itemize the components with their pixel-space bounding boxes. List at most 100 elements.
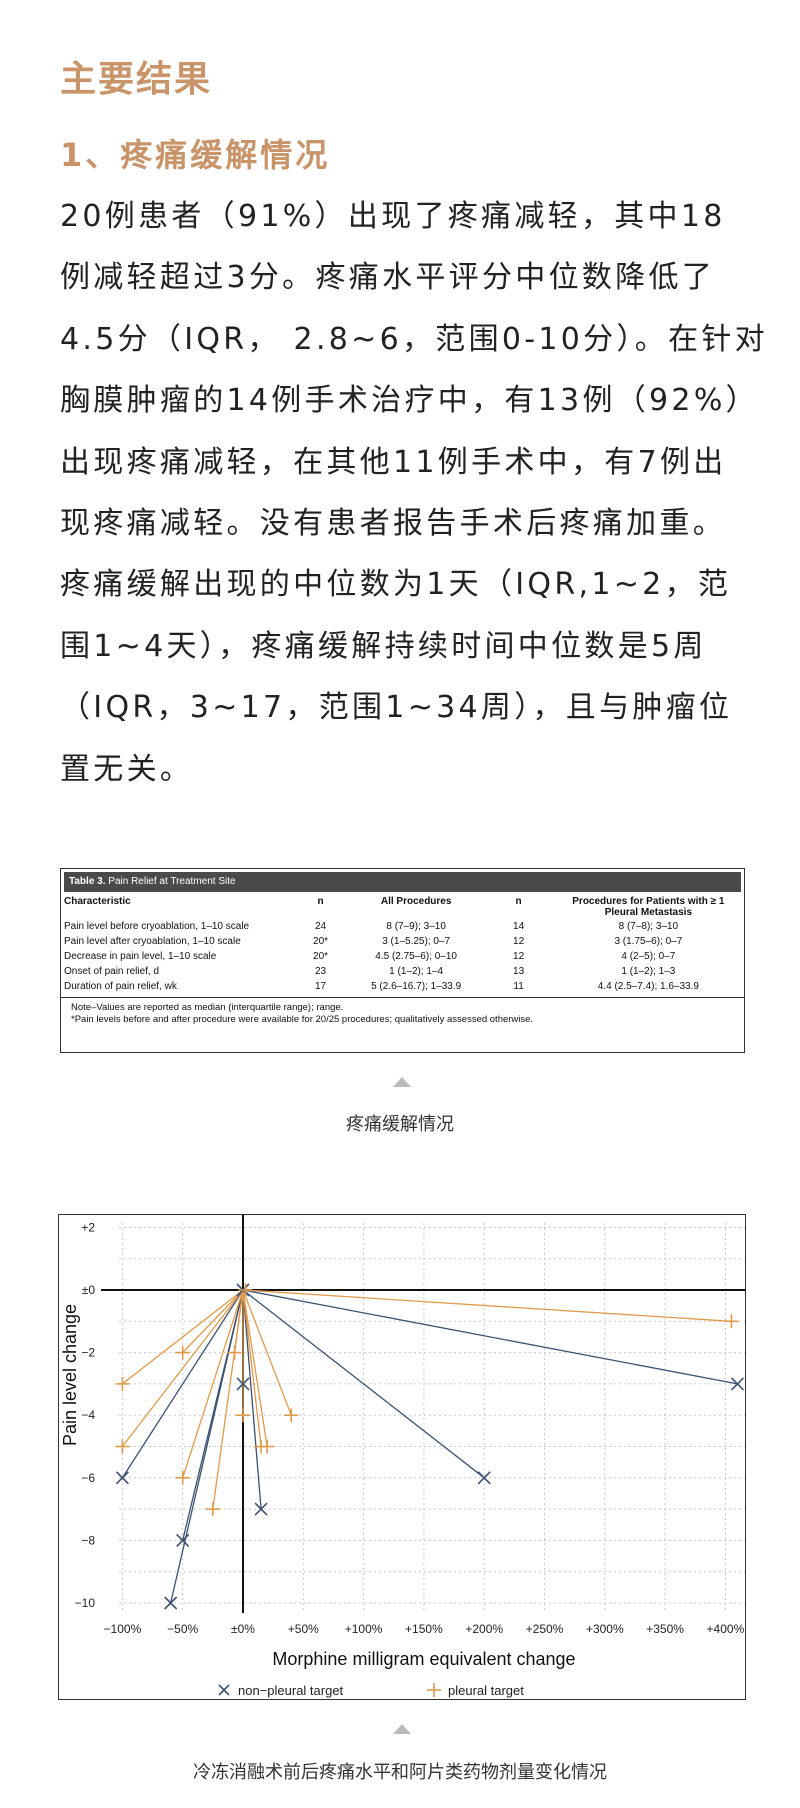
section-title: 主要结果 <box>60 58 213 100</box>
x-tick-label: +150% <box>405 1622 443 1636</box>
x-tick-label: +100% <box>345 1622 383 1636</box>
x-tick-label: +400% <box>707 1622 745 1636</box>
data-line <box>182 1289 244 1354</box>
x-tick-label: +350% <box>646 1622 684 1636</box>
paragraph-line: 现疼痛减轻。没有患者报告手术后疼痛加重。 <box>60 505 726 541</box>
table-cell: 17 <box>293 979 348 998</box>
legend-x-icon <box>218 1684 230 1696</box>
legend-label: non−pleural target <box>238 1683 344 1698</box>
table-notes: Note–Values are reported as median (inte… <box>61 998 744 1026</box>
column-header: n <box>317 896 324 907</box>
table-cell: 20* <box>313 936 329 947</box>
plus-marker <box>284 1408 299 1423</box>
data-line <box>242 1289 732 1322</box>
x-marker <box>164 1596 178 1610</box>
table-row: Onset of pain relief, d 23 1 (1–2); 1–4 13 1… <box>61 964 744 979</box>
table-cell: Duration of pain relief, wk <box>61 979 294 998</box>
table-cell: 8 (7–8); 3–10 <box>618 921 679 932</box>
y-tick-label: −6 <box>81 1471 95 1485</box>
data-line <box>242 1289 262 1510</box>
plus-marker <box>205 1502 220 1517</box>
chart-caption: 冷冻消融术前后疼痛水平和阿片类药物剂量变化情况 <box>193 1762 607 1783</box>
table-cell: 5 (2.6–16.7); 1–33.9 <box>347 979 485 998</box>
subsection-title: 1、疼痛缓解情况 <box>60 136 331 174</box>
x-marker <box>236 1377 250 1391</box>
table-cell: 20* <box>313 951 329 962</box>
y-tick-label: −8 <box>81 1533 95 1547</box>
paragraph-line: 4.5分（IQR， 2.8~6，范围0-10分）。在针对 <box>60 321 768 357</box>
table-title-text: Pain Relief at Treatment Site <box>108 876 236 887</box>
table-cell: 4 (2–5); 0–7 <box>621 951 676 962</box>
plus-marker <box>227 1345 242 1360</box>
table-cell: 3 (1.75–6); 0–7 <box>614 936 683 947</box>
paragraph-line: 置无关。 <box>60 751 194 787</box>
data-line <box>122 1289 244 1385</box>
table-cell: Pain level after cryoablation, 1–10 scal… <box>64 936 241 947</box>
x-axis-label: Morphine milligram equivalent change <box>272 1649 575 1669</box>
table-cell: 4.4 (2.5–7.4); 1.6–33.9 <box>552 979 744 998</box>
plus-marker <box>115 1439 130 1454</box>
paragraph-line: 疼痛缓解出现的中位数为1天（IQR,1~2，范 <box>60 567 732 603</box>
data-line <box>242 1289 738 1385</box>
y-tick-label: −2 <box>81 1346 95 1360</box>
table-cell: 1 (1–2); 1–4 <box>389 966 444 977</box>
column-header: All Procedures <box>380 896 452 907</box>
column-header: n <box>515 896 522 907</box>
plus-marker <box>724 1314 739 1329</box>
table-cell: 12 <box>513 951 525 962</box>
table-cell: Onset of pain relief, d <box>64 966 160 977</box>
paragraph-line: 出现疼痛减轻，在其他11例手术中，有7例出 <box>60 444 727 480</box>
data-line <box>242 1289 292 1416</box>
paragraph-line: 胸膜肿瘤的14例手术治疗中，有13例（92%） <box>60 383 759 419</box>
table-cell: Decrease in pain level, 1–10 scale <box>64 951 217 962</box>
x-marker <box>477 1471 491 1485</box>
paragraph-line: 20例患者（91%）出现了疼痛减轻，其中18 <box>60 199 726 234</box>
table-row: Pain level after cryoablation, 1–10 scal… <box>61 934 744 949</box>
plus-marker <box>260 1439 275 1454</box>
plus-marker <box>175 1345 190 1360</box>
data-line <box>242 1289 262 1447</box>
x-tick-label: +200% <box>465 1622 503 1636</box>
data-line <box>121 1289 244 1447</box>
legend-label: pleural target <box>448 1683 524 1698</box>
caption-triangle-icon <box>393 1724 411 1734</box>
table-number: Table 3. <box>69 876 106 887</box>
y-tick-label: +2 <box>81 1220 95 1234</box>
column-header: Procedures for Patients with ≥ 1 Pleural… <box>572 896 725 918</box>
x-tick-label: −100% <box>104 1622 142 1636</box>
pain-vs-morphine-chart: −100% −50% ±0% +50% +100% +150% +200% +250% +300… <box>58 1214 746 1700</box>
x-marker <box>176 1533 190 1547</box>
table-cell: 8 (7–9); 3–10 <box>386 921 446 932</box>
x-tick-label: +250% <box>526 1622 564 1636</box>
table-cell: 12 <box>513 936 525 947</box>
x-marker <box>254 1502 268 1516</box>
body-paragraph: 20例患者（91%）出现了疼痛减轻，其中18 例减轻超过3分。疼痛水平评分中位数… <box>60 186 768 800</box>
data-line <box>242 1289 268 1447</box>
x-tick-label: −50% <box>167 1622 198 1636</box>
table-row: Pain level before cryoablation, 1–10 sca… <box>61 919 744 934</box>
chart-svg: −100% −50% ±0% +50% +100% +150% +200% +250% +300… <box>60 1215 745 1698</box>
x-tick-label: +50% <box>288 1622 319 1636</box>
x-tick-label: +300% <box>586 1622 624 1636</box>
table-cell: 3 (1–5.25); 0–7 <box>382 936 451 947</box>
pain-relief-table: Characteristic n All Procedures n Proced… <box>61 895 744 998</box>
x-marker <box>115 1471 129 1485</box>
table-cell: 23 <box>314 966 327 977</box>
column-header: Characteristic <box>64 896 131 907</box>
x-tick-label: ±0% <box>231 1622 255 1636</box>
y-tick-label: ±0 <box>82 1283 96 1297</box>
table-cell: 1 (1–2); 1–3 <box>621 966 676 977</box>
table-cell: 14 <box>513 921 525 932</box>
data-line <box>170 1289 244 1604</box>
table-cell: Pain level before cryoablation, 1–10 sca… <box>64 921 250 932</box>
table-cell: 11 <box>484 979 553 998</box>
data-line <box>182 1289 244 1478</box>
table-note: Note–Values are reported as median (inte… <box>71 1002 344 1013</box>
table-title: Table 3. Pain Relief at Treatment Site <box>64 872 741 892</box>
paragraph-line: 围1~4天），疼痛缓解持续时间中位数是5周 <box>60 628 707 664</box>
y-axis-label: Pain level change <box>60 1304 80 1446</box>
plus-marker <box>175 1470 190 1485</box>
caption-triangle-icon <box>393 1077 411 1087</box>
data-line <box>121 1289 244 1479</box>
table-cell: 24 <box>314 921 327 932</box>
